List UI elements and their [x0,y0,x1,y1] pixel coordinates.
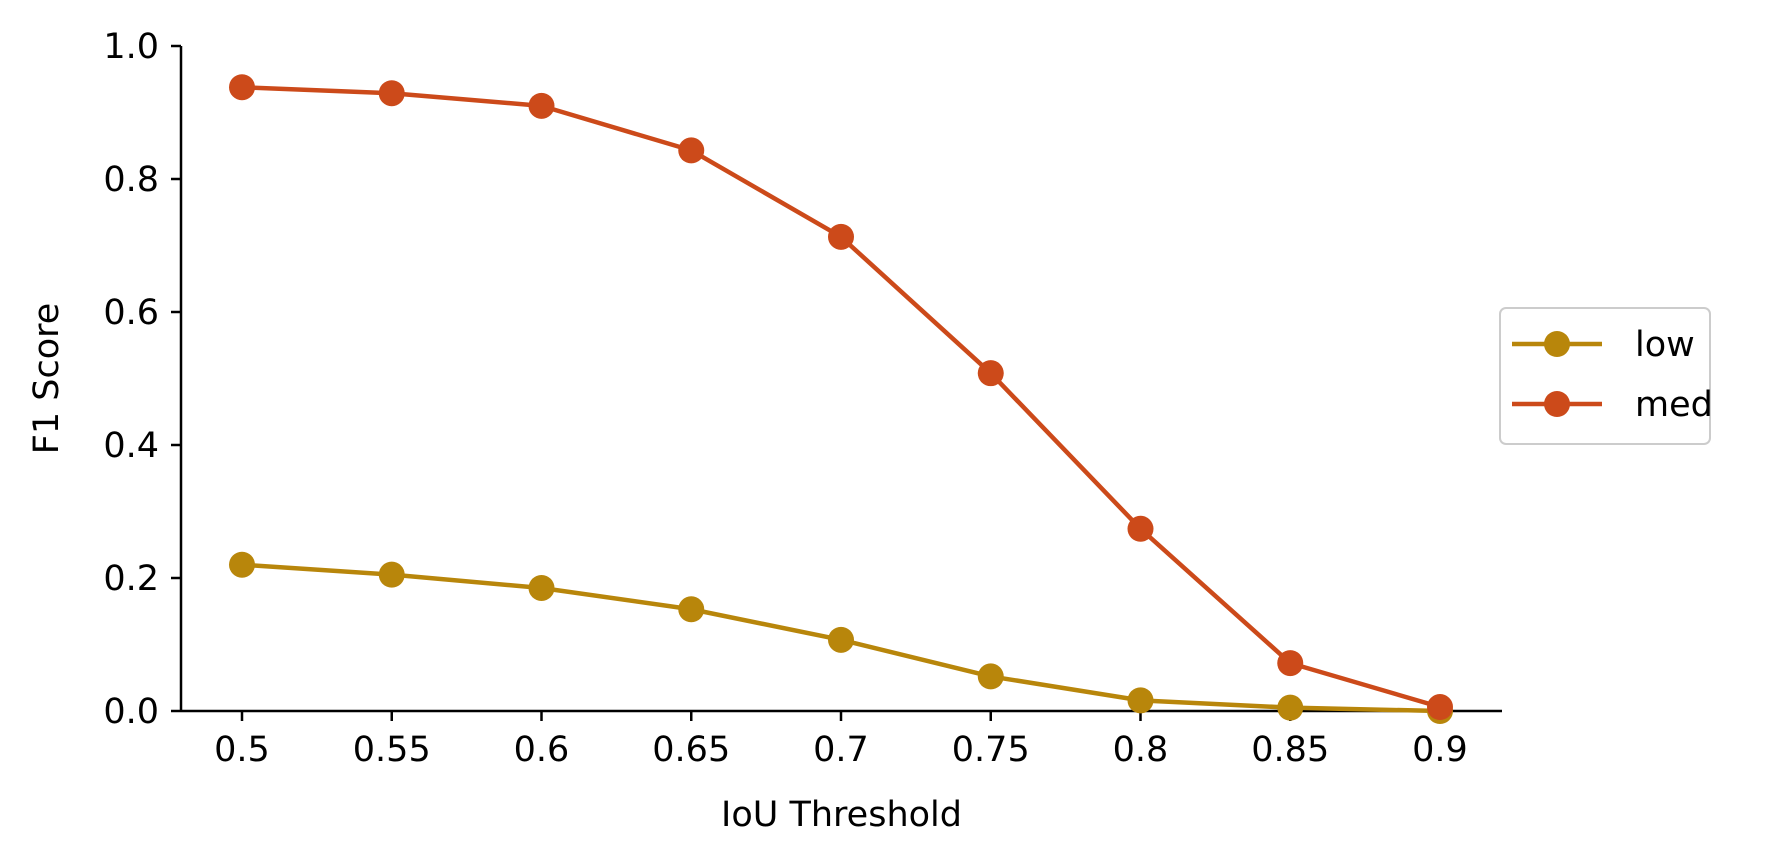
series-line-med [241,84,1441,710]
legend-swatch-marker [1544,391,1570,417]
legend: low med [1499,307,1713,445]
data-point-med [229,74,255,101]
x-tick-label: 0.7 [813,730,869,770]
legend-swatch-marker [1544,331,1570,357]
data-point-med [528,92,555,119]
x-tick-label: 0.5 [214,730,270,770]
data-point-low [678,596,705,623]
x-tick-label: 0.75 [952,730,1030,770]
x-ticks: 0.5 0.55 0.6 0.65 0.7 0.75 0.8 0.85 0.9 [214,711,1468,770]
data-point-low [1127,687,1154,714]
data-point-med [977,360,1004,387]
data-point-low [528,574,555,601]
legend-item-med: med [1512,385,1713,425]
x-tick-label: 0.55 [353,730,431,770]
data-point-low [229,551,255,578]
x-tick-label: 0.85 [1251,730,1329,770]
y-tick-label: 0.2 [103,559,159,599]
legend-label: low [1635,325,1695,365]
legend-label: med [1635,385,1713,425]
series-layer [229,74,1453,724]
x-tick-label: 0.9 [1412,730,1468,770]
data-point-low [378,561,405,588]
data-point-low [1277,694,1304,721]
y-tick-label: 1.0 [103,27,159,67]
data-point-med [1127,515,1154,542]
y-tick-label: 0.0 [103,692,159,732]
x-tick-label: 0.6 [514,730,570,770]
data-point-low [977,663,1004,690]
data-point-low [828,626,854,653]
data-point-med [828,223,854,250]
data-point-med [1277,650,1304,677]
y-axis-title: F1 Score [27,303,67,455]
data-point-med [378,80,405,107]
x-tick-label: 0.65 [652,730,730,770]
axes: 0.5 0.55 0.6 0.65 0.7 0.75 0.8 0.85 0.9 0.00.20.… [103,27,1502,770]
y-tick-label: 0.8 [103,160,159,200]
legend-item-low: low [1512,325,1695,365]
x-tick-label: 0.8 [1113,730,1169,770]
series-med [229,74,1453,721]
y-ticks: 0.0 0.2 0.4 0.6 0.8 1.0 [103,27,181,732]
data-point-med [678,137,705,164]
data-point-med [1427,694,1453,721]
x-axis-title: IoU Threshold [721,795,962,835]
series-low [229,551,1453,724]
y-tick-label: 0.6 [103,293,159,333]
y-tick-label: 0.4 [103,426,159,466]
